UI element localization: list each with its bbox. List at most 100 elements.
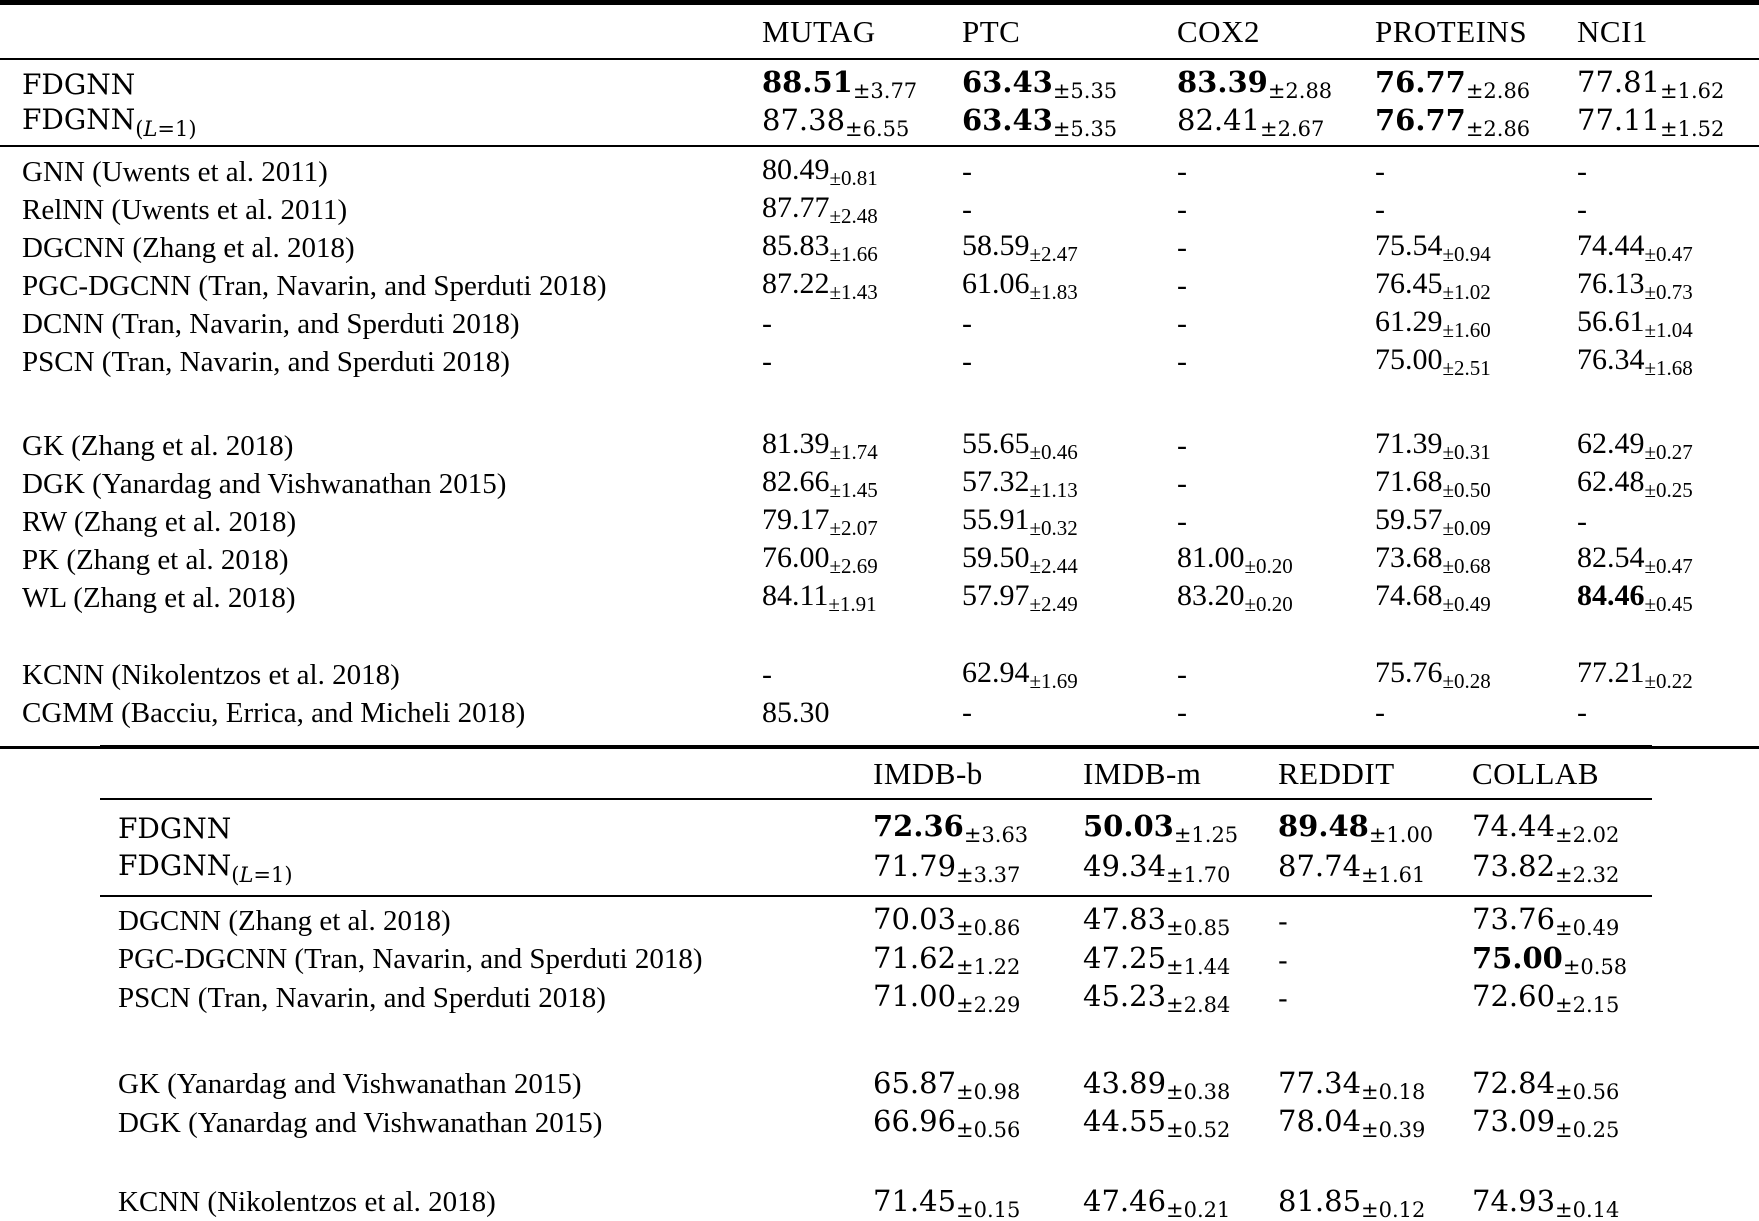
missing-score-cell: - [962,193,1177,227]
missing-value: - [1278,904,1288,939]
score-cell: 76.77±2.86 [1375,103,1577,141]
score-cell: 81.39±1.74 [762,427,962,465]
score-stddev: ±2.49 [1029,592,1078,616]
column-header-reddit: REDDIT [1278,755,1395,791]
model-label-subscript: (L=1) [231,863,292,887]
missing-value: - [1177,193,1187,226]
model-label-cell: GK (Zhang et al. 2018) [0,430,762,463]
missing-value: - [1375,193,1385,226]
table-row: CGMM (Bacciu, Errica, and Micheli 2018) 8… [0,694,1759,732]
score-stddev: ±5.35 [1052,117,1118,141]
header-cell: COX2 [1177,14,1375,50]
score-cell: 79.17±2.07 [762,503,962,541]
missing-value: - [1177,467,1187,500]
model-label: RW (Zhang et al. 2018) [22,505,297,538]
table-row: DGCNN (Zhang et al. 2018) 85.83±1.66 58.59… [0,229,1759,267]
model-label-cell: DCNN (Tran, Navarin, and Sperduti 2018) [0,308,762,341]
missing-value: - [762,307,772,340]
missing-score-cell: - [1177,193,1375,227]
missing-score-cell: - [1577,155,1759,189]
score-stddev: ±0.47 [1644,242,1693,266]
missing-score-cell: - [762,345,962,379]
score-value: 72.36 [873,809,964,843]
score-stddev: ±0.85 [1166,916,1231,941]
score-stddev: ±0.12 [1361,1197,1426,1221]
header-row: IMDB-b IMDB-m REDDIT COLLAB [100,749,1652,798]
header-cell: NCI1 [1577,14,1759,50]
missing-score-cell: - [1177,467,1375,501]
score-cell: 74.68±0.49 [1375,579,1577,617]
model-label: GK (Zhang et al. 2018) [22,429,294,462]
score-value: 71.68 [1375,465,1443,498]
model-label-cell: RelNN (Uwents et al. 2011) [0,194,762,227]
score-value: 74.44 [1577,229,1645,262]
section-rule [0,145,1759,147]
score-value: 44.55 [1083,1104,1167,1139]
score-cell: 75.00±0.58 [1472,941,1652,979]
score-value: 77.21 [1577,656,1645,689]
score-stddev: ±0.45 [1644,592,1693,616]
table-row: PGC-DGCNN (Tran, Navarin, and Sperduti 2… [100,941,1652,980]
score-stddev: ±1.83 [1029,280,1078,304]
score-value: 83.20 [1177,579,1245,612]
missing-value: - [1177,505,1187,538]
score-stddev: ±2.48 [829,204,878,228]
score-stddev: ±1.25 [1173,823,1239,847]
score-stddev: ±0.38 [1166,1079,1231,1104]
model-label: PSCN (Tran, Navarin, and Sperduti 2018) [22,345,510,378]
score-value: 71.45 [873,1183,957,1218]
table-row: KCNN (Nikolentzos et al. 2018) 71.45±0.15… [100,1184,1652,1221]
model-label-subscript: (L=1) [135,117,196,141]
score-value: 75.54 [1375,229,1443,262]
score-cell: 65.87±0.98 [873,1066,1083,1104]
score-value: 72.60 [1472,979,1556,1014]
model-label: GK (Yanardag and Vishwanathan 2015) [118,1068,582,1101]
score-value: 57.32 [962,465,1030,498]
score-value: 49.34 [1083,849,1167,883]
score-value: 72.84 [1472,1065,1556,1100]
score-cell: 80.49±0.81 [762,153,962,191]
score-value: 77.34 [1278,1065,1362,1100]
missing-score-cell: - [1177,658,1375,692]
missing-score-cell: - [1177,429,1375,463]
column-header-nci1: NCI1 [1577,13,1648,49]
model-label-cell: PK (Zhang et al. 2018) [0,544,762,577]
table-row: DGK (Yanardag and Vishwanathan 2015) 82.6… [0,465,1759,503]
header-cell: MUTAG [762,14,962,50]
score-cell: 89.48±1.00 [1278,809,1472,847]
score-cell: 44.55±0.52 [1083,1104,1278,1142]
score-stddev: ±0.32 [1029,516,1078,540]
score-value: 75.00 [1472,940,1563,975]
score-value: 71.62 [873,940,957,975]
missing-value: - [962,696,972,729]
score-cell: 71.79±3.37 [873,849,1083,887]
header-cell: REDDIT [1278,756,1472,792]
score-cell: 75.00±2.51 [1375,343,1577,381]
score-value: 87.22 [762,267,830,300]
missing-value: - [962,193,972,226]
score-cell: 77.81±1.62 [1577,65,1759,103]
model-label: PGC-DGCNN (Tran, Navarin, and Sperduti 2… [118,943,703,976]
score-cell: 85.83±1.66 [762,229,962,267]
score-cell: 76.34±1.68 [1577,343,1759,381]
score-cell: 74.44±0.47 [1577,229,1759,267]
score-value: 84.11 [762,579,829,612]
model-label-cell: PSCN (Tran, Navarin, and Sperduti 2018) [0,346,762,379]
missing-value: - [962,345,972,378]
model-label: KCNN (Nikolentzos et al. 2018) [22,658,400,691]
score-cell: 66.96±0.56 [873,1104,1083,1142]
score-value: 89.48 [1278,809,1369,843]
score-value: 61.29 [1375,305,1443,338]
score-stddev: ±0.31 [1442,440,1491,464]
score-value: 76.00 [762,541,830,574]
score-cell: 58.59±2.47 [962,229,1177,267]
model-label-cell: CGMM (Bacciu, Errica, and Micheli 2018) [0,697,762,730]
score-value: 77.11 [1577,103,1661,137]
score-stddev: ±2.29 [956,993,1021,1018]
missing-score-cell: - [1278,943,1472,977]
column-header-ptc: PTC [962,13,1021,49]
subscript-variable: L [143,117,158,141]
score-stddev: ±0.25 [1644,478,1693,502]
score-stddev: ±1.52 [1660,117,1725,141]
score-cell: 63.43±5.35 [962,103,1177,141]
